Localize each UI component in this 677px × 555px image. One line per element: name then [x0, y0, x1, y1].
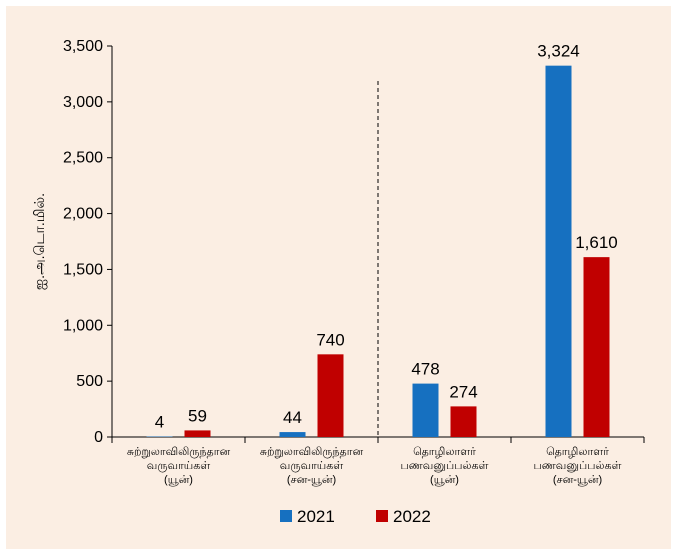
- bar-2021-3: [546, 66, 572, 437]
- bar-2021-2: [413, 384, 439, 437]
- y-axis-title: ஐ.அ.டொ.மில்.: [31, 193, 47, 290]
- category-label-2: தொழிலாளர்: [413, 446, 476, 458]
- bar-2021-1: [280, 432, 306, 437]
- legend-swatch-2021: [280, 510, 292, 522]
- legend-label-2021: 2021: [297, 507, 335, 526]
- category-label-1: வருவாய்கள்: [280, 460, 343, 472]
- category-label-3: பணவனுப்பல்கள்: [534, 460, 622, 472]
- bar-2022-3: [584, 257, 610, 437]
- y-tick-label: 2,500: [63, 150, 103, 167]
- category-label-0: சுற்றுலாவிலிருந்தான: [127, 446, 231, 458]
- data-label-2021-1: 44: [283, 408, 302, 427]
- legend: 2021 2022: [280, 507, 431, 526]
- y-tick-label: 0: [94, 429, 103, 446]
- y-tick-label: 500: [76, 373, 103, 390]
- bar-2022-2: [451, 406, 477, 437]
- category-labels: சுற்றுலாவிலிருந்தான வருவாய்கள் (யூன்) சுற்ற…: [127, 446, 622, 486]
- category-label-1: (சன-யூன்): [287, 474, 336, 486]
- data-label-2022-2: 274: [449, 382, 477, 401]
- data-label-2022-0: 59: [188, 406, 207, 425]
- y-tick-label: 2,000: [63, 206, 103, 223]
- category-label-2: (யூன்): [430, 474, 459, 486]
- y-tick-label: 3,500: [63, 38, 103, 55]
- legend-swatch-2022: [376, 510, 388, 522]
- y-tick-label: 1,500: [63, 261, 103, 278]
- data-label-2021-3: 3,324: [537, 42, 580, 61]
- data-label-2021-2: 478: [411, 360, 439, 379]
- y-tick-label: 1,000: [63, 317, 103, 334]
- category-label-0: வருவாய்கள்: [147, 460, 210, 472]
- y-tick-label: 3,000: [63, 94, 103, 111]
- category-label-3: (சன-யூன்): [553, 474, 602, 486]
- data-label-2022-1: 740: [316, 330, 344, 349]
- data-label-2021-0: 4: [155, 413, 164, 432]
- bar-2022-0: [185, 430, 211, 437]
- legend-label-2022: 2022: [393, 507, 431, 526]
- category-label-2: பணவனுப்பல்கள்: [401, 460, 489, 472]
- bar-2022-1: [318, 354, 344, 437]
- category-label-1: சுற்றுலாவிலிருந்தான: [260, 446, 364, 458]
- category-label-3: தொழிலாளர்: [546, 446, 609, 458]
- category-label-0: (யூன்): [164, 474, 193, 486]
- chart-frame: 0 500 1,000 1,500 2,000 2,500 3,000 3,500 ஐ.அ.டொ…: [6, 6, 671, 549]
- data-label-2022-3: 1,610: [575, 233, 618, 252]
- bar-chart: 0 500 1,000 1,500 2,000 2,500 3,000 3,500 ஐ.அ.டொ…: [6, 6, 671, 549]
